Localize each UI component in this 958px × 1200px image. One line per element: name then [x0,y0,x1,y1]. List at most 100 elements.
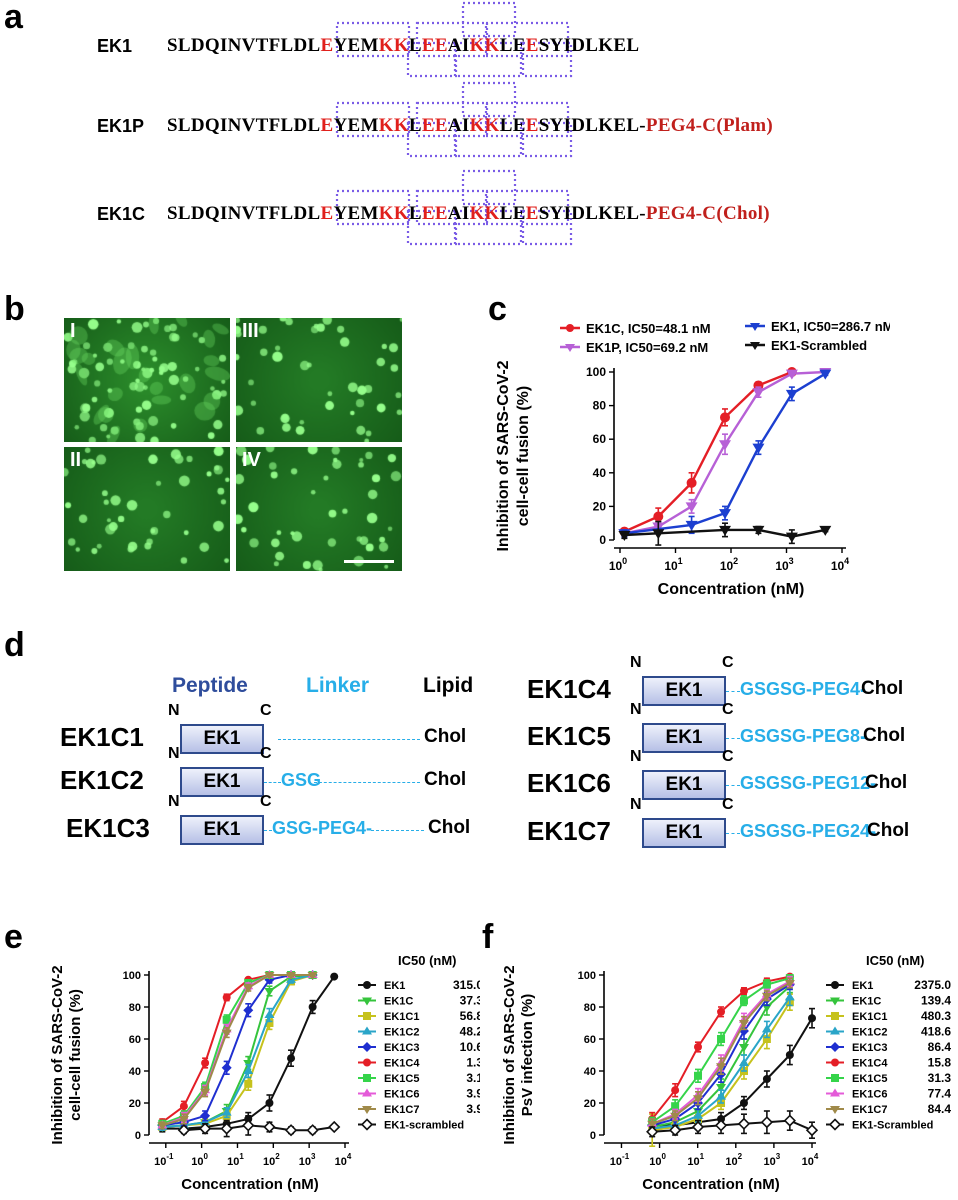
data-point [719,509,732,520]
legend-item: EK1-scrambled [358,1118,464,1132]
legend-label: EK1 [852,980,873,992]
micrograph-3: III [236,318,402,442]
data-point [716,1084,727,1092]
header-lipid: Lipid [423,674,474,697]
data-point [328,1120,341,1134]
ek1-peptide-box: EK1 [642,818,726,848]
linker-connector [278,739,420,740]
data-point [785,1051,794,1059]
x-axis-label: Concentration (nM) [658,581,805,598]
construct-name: EK1C5 [527,721,611,751]
legend-ic50-value: 315.0 [453,978,480,992]
y-tick-label: 100 [578,970,596,982]
y-tick-label: 20 [584,1098,596,1110]
legend-ic50-value: 15.8 [928,1056,952,1070]
y-axis-label: Inhibition of SARS-CoV-2 [501,965,518,1144]
data-point [200,1088,211,1097]
data-point [719,525,732,536]
data-point [819,369,832,380]
data-point [685,520,698,531]
linker-connector [314,782,420,783]
legend-label: EK1C1 [384,1011,419,1023]
panel-a-label: a [4,0,23,36]
data-point [618,530,631,541]
data-point [220,1122,233,1135]
data-point [737,1117,751,1130]
legend-label: EK1C4 [852,1058,888,1070]
micrograph-4: IV [236,447,402,571]
legend-label: EK1C6 [852,1089,887,1101]
c-terminus-label: C [722,701,734,718]
legend-label: EK1C2 [852,1027,887,1039]
data-point [714,1119,728,1132]
data-point [264,972,275,980]
data-point [222,1015,231,1024]
n-terminus-label: N [630,748,642,765]
data-point [646,1125,659,1138]
y-tick-label: 40 [584,1066,596,1078]
ek1-peptide-box: EK1 [180,815,264,845]
lipid-label: Chol [428,817,471,838]
data-point [198,1122,212,1135]
linker-connector [726,833,740,834]
series-ek1c [619,367,797,537]
legend-ic50-value: 1.3 [466,1056,480,1070]
linker-connector [861,691,865,692]
micrograph-label: IV [242,449,261,471]
x-tick-label: 104 [831,556,849,573]
linker-connector [264,782,281,783]
y-tick-label: 80 [584,1002,596,1014]
legend-item: EK1C6 3.9 [358,1087,480,1101]
data-point [762,1075,771,1083]
y-axis-label: Inhibition of SARS-CoV-2 [495,360,512,551]
data-point [739,1099,748,1107]
sequence-name: EK1P [97,116,145,136]
legend-item: EK1C6 77.4 [826,1087,951,1101]
legend-ic50-value: 3.9 [466,1087,480,1101]
n-terminus-label: N [630,701,642,718]
legend-item: EK1C, IC50=48.1 nM [560,321,711,336]
scale-bar [344,560,394,563]
data-point [738,1058,749,1066]
data-point [177,1124,191,1137]
n-terminus-label: N [168,702,180,719]
legend-item: EK1C1 480.3 [826,1009,951,1023]
legend-label: EK1C6 [384,1089,419,1101]
lipid-label: Chol [867,820,910,841]
legend-ic50-value: 84.4 [928,1102,952,1116]
x-tick-label: 103 [764,1152,781,1168]
c-terminus-label: C [260,702,272,719]
data-point [761,1024,772,1033]
data-point [693,1110,704,1119]
header-peptide: Peptide [172,674,248,697]
data-point [717,1007,726,1016]
construct-name: EK1C6 [527,768,611,798]
legend-label: EK1C [384,996,413,1008]
lipid-label: Chol [424,769,467,790]
data-point [760,1116,774,1129]
y-tick-label: 0 [599,533,606,547]
chart-f-psv: 0 20 40 60 80 100 10-1 100 101 102 103 104 Concentra… [501,953,952,1193]
data-point [671,1102,680,1111]
ek1-peptide-box: EK1 [642,723,726,753]
legend-ic50-value: 418.6 [921,1025,951,1039]
data-point [761,992,772,1001]
linker-connector [371,830,424,831]
data-point [669,1124,682,1137]
ek1-peptide-box: EK1 [180,724,264,754]
data-point [685,502,698,513]
lipid-label: Chol [863,725,906,746]
legend-label: EK1-Scrambled [771,338,867,353]
y-tick-label: 60 [593,432,607,446]
c-terminus-label: C [722,748,734,765]
x-tick-label: 101 [664,556,682,573]
micrograph-2: II [64,447,230,571]
data-point [243,984,254,993]
legend-label: EK1C5 [852,1073,887,1085]
legend-label: EK1C, IC50=48.1 nM [586,321,711,336]
x-tick-label: 100 [649,1152,666,1168]
data-point [752,388,765,399]
linker-label: GSGSG-PEG8- [740,726,867,746]
legend-item: EK1C5 31.3 [826,1071,951,1085]
legend-item: EK1, IC50=286.7 nM [745,319,890,334]
